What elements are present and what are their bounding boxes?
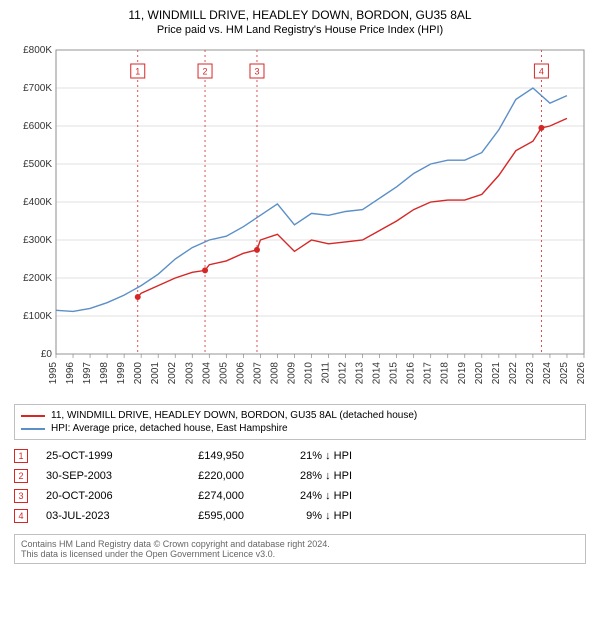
svg-text:£600K: £600K xyxy=(23,121,52,132)
event-diff: 21% ↓ HPI xyxy=(262,450,352,462)
svg-text:2006: 2006 xyxy=(235,362,246,385)
event-row: 2 30-SEP-2003 £220,000 28% ↓ HPI xyxy=(14,466,586,486)
footer-line2: This data is licensed under the Open Gov… xyxy=(21,549,579,559)
svg-text:4: 4 xyxy=(539,67,544,77)
footer-attribution: Contains HM Land Registry data © Crown c… xyxy=(14,534,586,564)
chart-title: 11, WINDMILL DRIVE, HEADLEY DOWN, BORDON… xyxy=(8,8,592,22)
svg-text:1: 1 xyxy=(135,67,140,77)
event-diff: 24% ↓ HPI xyxy=(262,490,352,502)
legend-label: 11, WINDMILL DRIVE, HEADLEY DOWN, BORDON… xyxy=(51,410,417,421)
svg-text:£300K: £300K xyxy=(23,235,52,246)
svg-text:2022: 2022 xyxy=(508,362,519,385)
event-price: £220,000 xyxy=(164,470,244,482)
legend-swatch xyxy=(21,415,45,417)
event-date: 20-OCT-2006 xyxy=(46,490,146,502)
legend-swatch xyxy=(21,428,45,430)
svg-text:2014: 2014 xyxy=(372,362,383,385)
legend-item: HPI: Average price, detached house, East… xyxy=(21,422,579,435)
svg-text:2013: 2013 xyxy=(355,362,366,385)
svg-text:1996: 1996 xyxy=(65,362,76,385)
svg-text:2015: 2015 xyxy=(389,362,400,385)
svg-text:2009: 2009 xyxy=(286,362,297,385)
svg-text:2: 2 xyxy=(203,67,208,77)
chart-svg: £0 £100K £200K £300K £400K £500K £600K £700K £80… xyxy=(8,44,592,394)
svg-text:2004: 2004 xyxy=(201,362,212,385)
svg-text:2020: 2020 xyxy=(474,362,485,385)
svg-text:3: 3 xyxy=(254,67,259,77)
footer-line1: Contains HM Land Registry data © Crown c… xyxy=(21,539,579,549)
svg-text:2018: 2018 xyxy=(440,362,451,385)
svg-text:1997: 1997 xyxy=(82,362,93,385)
svg-text:2001: 2001 xyxy=(150,362,161,385)
svg-text:2026: 2026 xyxy=(576,362,587,385)
svg-text:1999: 1999 xyxy=(116,362,127,385)
svg-text:2003: 2003 xyxy=(184,362,195,385)
event-marker-box: 2 xyxy=(14,469,28,483)
svg-text:£200K: £200K xyxy=(23,273,52,284)
event-diff: 28% ↓ HPI xyxy=(262,470,352,482)
svg-text:2011: 2011 xyxy=(321,362,332,384)
chart-subtitle: Price paid vs. HM Land Registry's House … xyxy=(8,24,592,36)
event-date: 03-JUL-2023 xyxy=(46,510,146,522)
legend-label: HPI: Average price, detached house, East… xyxy=(51,423,288,434)
svg-text:2016: 2016 xyxy=(406,362,417,385)
svg-text:£500K: £500K xyxy=(23,159,52,170)
svg-text:£800K: £800K xyxy=(23,45,52,56)
svg-text:1998: 1998 xyxy=(99,362,110,385)
event-diff: 9% ↓ HPI xyxy=(262,510,352,522)
legend-item: 11, WINDMILL DRIVE, HEADLEY DOWN, BORDON… xyxy=(21,409,579,422)
svg-text:2005: 2005 xyxy=(218,362,229,385)
event-marker-box: 1 xyxy=(14,449,28,463)
event-row: 4 03-JUL-2023 £595,000 9% ↓ HPI xyxy=(14,506,586,526)
svg-text:2017: 2017 xyxy=(423,362,434,385)
svg-text:2010: 2010 xyxy=(303,362,314,385)
svg-text:£100K: £100K xyxy=(23,311,52,322)
svg-text:2012: 2012 xyxy=(338,362,349,385)
svg-text:£400K: £400K xyxy=(23,197,52,208)
event-price: £274,000 xyxy=(164,490,244,502)
events-table: 1 25-OCT-1999 £149,950 21% ↓ HPI 2 30-SEP-200… xyxy=(14,446,586,526)
event-marker-box: 3 xyxy=(14,489,28,503)
svg-text:2019: 2019 xyxy=(457,362,468,385)
svg-text:£0: £0 xyxy=(41,349,53,360)
svg-text:2025: 2025 xyxy=(559,362,570,385)
event-marker-box: 4 xyxy=(14,509,28,523)
event-price: £149,950 xyxy=(164,450,244,462)
svg-text:2008: 2008 xyxy=(269,362,280,385)
event-date: 30-SEP-2003 xyxy=(46,470,146,482)
event-price: £595,000 xyxy=(164,510,244,522)
svg-text:2024: 2024 xyxy=(542,362,553,385)
svg-text:2002: 2002 xyxy=(167,362,178,385)
event-row: 1 25-OCT-1999 £149,950 21% ↓ HPI xyxy=(14,446,586,466)
svg-text:2000: 2000 xyxy=(133,362,144,385)
legend: 11, WINDMILL DRIVE, HEADLEY DOWN, BORDON… xyxy=(14,404,586,440)
svg-text:1995: 1995 xyxy=(48,362,59,385)
svg-text:2021: 2021 xyxy=(491,362,502,385)
price-chart: £0 £100K £200K £300K £400K £500K £600K £700K £80… xyxy=(8,44,592,394)
event-row: 3 20-OCT-2006 £274,000 24% ↓ HPI xyxy=(14,486,586,506)
event-date: 25-OCT-1999 xyxy=(46,450,146,462)
svg-text:2007: 2007 xyxy=(252,362,263,385)
svg-text:£700K: £700K xyxy=(23,83,52,94)
svg-text:2023: 2023 xyxy=(525,362,536,385)
